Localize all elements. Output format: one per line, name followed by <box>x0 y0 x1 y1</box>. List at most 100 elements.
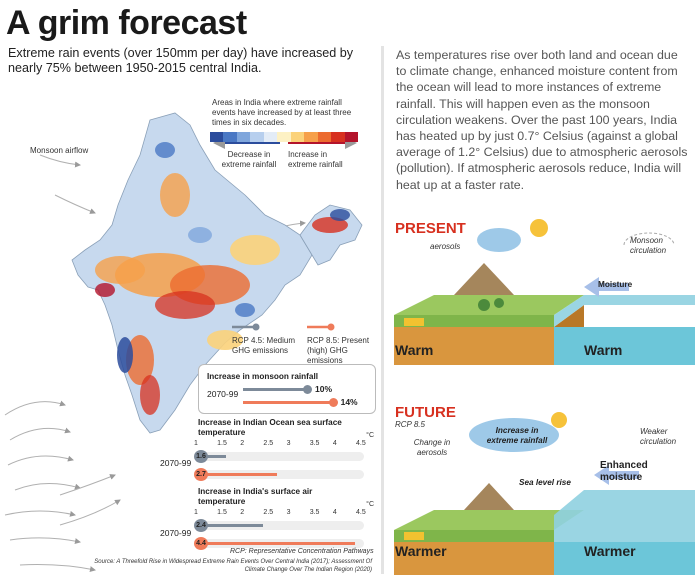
legend-swatch <box>331 132 345 142</box>
sst-tick-label: 2 <box>240 440 245 447</box>
decrease-label: Decrease in extreme rainfall <box>221 150 277 169</box>
increase-label: Increase in extreme rainfall <box>288 150 343 169</box>
airtemp-unit: °C <box>366 501 374 508</box>
sst-tick-label: 3 <box>286 440 291 447</box>
sst-tick-label: 3.5 <box>309 440 320 447</box>
sst-tick-label: 1.5 <box>217 440 227 447</box>
airtemp-tick-label: 3 <box>286 509 291 516</box>
monsoon-value-label: 10% <box>315 384 333 394</box>
chart3-period: 2070-99 <box>160 528 192 538</box>
airtemp-value-label: 2.4 <box>194 519 208 532</box>
chart2-period: 2070-99 <box>160 458 192 468</box>
present-aerosols: aerosols <box>430 242 461 251</box>
legend-swatch <box>236 132 251 142</box>
future-diagram <box>394 412 695 575</box>
rainfall-map <box>4 112 363 572</box>
chart1-period: 2070-99 <box>207 389 239 399</box>
footnote: RCP: Representative Concentration Pathwa… <box>230 548 374 555</box>
rcp85-legend: RCP 8.5: Present (high) GHG emissions <box>307 318 377 366</box>
future-rain: Increase in extreme rainfall <box>486 426 548 445</box>
mountain <box>454 263 514 295</box>
future-moisture: Enhanced moisture <box>600 460 648 483</box>
rcp45-label: RCP 4.5: Medium GHG emissions <box>232 336 295 355</box>
color-scale-legend <box>210 132 358 142</box>
present-diagram <box>394 219 695 365</box>
source-note: Source: A Threefold Rise in Widespread E… <box>94 559 372 573</box>
legend-swatch <box>277 132 291 142</box>
monsoon-value-label: 14% <box>340 397 358 407</box>
airtemp-tick-label: 2.5 <box>263 509 274 516</box>
increase-areas <box>95 173 348 415</box>
sst-value-label: 1.6 <box>194 450 208 463</box>
airtemp-value-label: 4.4 <box>194 537 208 550</box>
future-label: FUTURE <box>395 404 456 421</box>
legend-swatch <box>223 132 237 142</box>
monsoon-bar-rcp45 <box>243 388 307 391</box>
airtemp-bar-rcp45 <box>198 524 263 527</box>
airtemp-tick-label: 1.5 <box>217 509 227 516</box>
enhanced-moisture-arrow <box>594 465 639 485</box>
subtitle: Extreme rain events (over 150mm per day)… <box>8 46 354 75</box>
page-title: A grim forecast <box>6 4 247 42</box>
sst-unit: °C <box>366 432 374 439</box>
sst-bar-rcp85 <box>198 473 277 476</box>
future-cloud <box>469 418 559 452</box>
airtemp-track <box>198 521 364 530</box>
future-sun <box>551 412 567 428</box>
sst-track <box>198 470 364 479</box>
divider <box>381 46 384 574</box>
vehicle <box>404 318 424 326</box>
explanation-paragraph: As temperatures rise over both land and … <box>396 48 688 192</box>
decrease-areas <box>117 142 350 373</box>
cloud <box>477 228 521 252</box>
legend-swatch <box>210 132 224 142</box>
rcp85-label: RCP 8.5: Present (high) GHG emissions <box>307 336 370 365</box>
present-label: PRESENT <box>395 220 466 237</box>
sst-track <box>198 452 364 461</box>
legend-swatch <box>290 132 305 142</box>
present-ocean-temp: Warm <box>584 342 623 358</box>
monsoon-label: Monsoon airflow <box>30 146 89 155</box>
present-moisture: Moisture <box>598 280 633 289</box>
chart2-title: Increase in Indian Ocean sea surface tem… <box>198 418 342 437</box>
sst-value-label: 2.7 <box>194 468 208 481</box>
future-aerosols: Change in aerosols <box>413 438 451 457</box>
sst-tick-label: 1 <box>194 440 198 447</box>
airtemp-tick-label: 4 <box>332 509 337 516</box>
monsoon-bar-rcp85 <box>243 401 333 404</box>
legend-swatch <box>304 132 318 142</box>
sea-level-rise: Sea level rise <box>519 478 571 487</box>
sst-chart: Increase in Indian Ocean sea surface tem… <box>194 418 374 488</box>
airtemp-tick-label: 4.5 <box>356 509 366 516</box>
future-ocean-temp: Warmer <box>584 543 636 559</box>
moisture-arrow <box>584 277 629 297</box>
monsoon-dot <box>328 398 338 407</box>
sst-tick-label: 4 <box>332 440 337 447</box>
airtemp-tick-label: 2 <box>240 509 245 516</box>
sst-tick-label: 2.5 <box>263 440 274 447</box>
sst-tick-label: 4.5 <box>356 440 366 447</box>
future-mountain <box>464 483 514 510</box>
air-temp-chart: Increase in India's surface air temperat… <box>194 487 374 557</box>
chart1-title: Increase in monsoon rainfall <box>207 372 319 381</box>
airtemp-tick-label: 3.5 <box>309 509 320 516</box>
legend-swatch <box>317 132 332 142</box>
sst-bar-rcp45 <box>198 455 226 458</box>
airtemp-bar-rcp85 <box>198 542 356 545</box>
rcp45-legend: RCP 4.5: Medium GHG emissions <box>232 318 298 356</box>
future-land-temp: Warmer <box>395 543 447 559</box>
future-scenario: RCP 8.5 <box>395 420 425 429</box>
monsoon-dot <box>303 385 312 394</box>
northeast-region <box>299 204 363 266</box>
present-land-temp: Warm <box>395 342 434 358</box>
airtemp-tick-label: 1 <box>194 509 198 516</box>
legend-title: Areas in India where extreme rainfall ev… <box>212 98 352 127</box>
chart3-title: Increase in India's surface air temperat… <box>198 487 313 506</box>
sun <box>530 219 548 237</box>
monsoon-airflow-arrows <box>4 154 306 572</box>
future-circulation: Weaker circulation <box>640 427 677 446</box>
monsoon-rainfall-card: Increase in monsoon rainfall 2070-99 10%… <box>198 364 376 414</box>
legend-swatch <box>344 132 358 142</box>
legend-swatch <box>250 132 264 142</box>
legend-swatch <box>263 132 278 142</box>
